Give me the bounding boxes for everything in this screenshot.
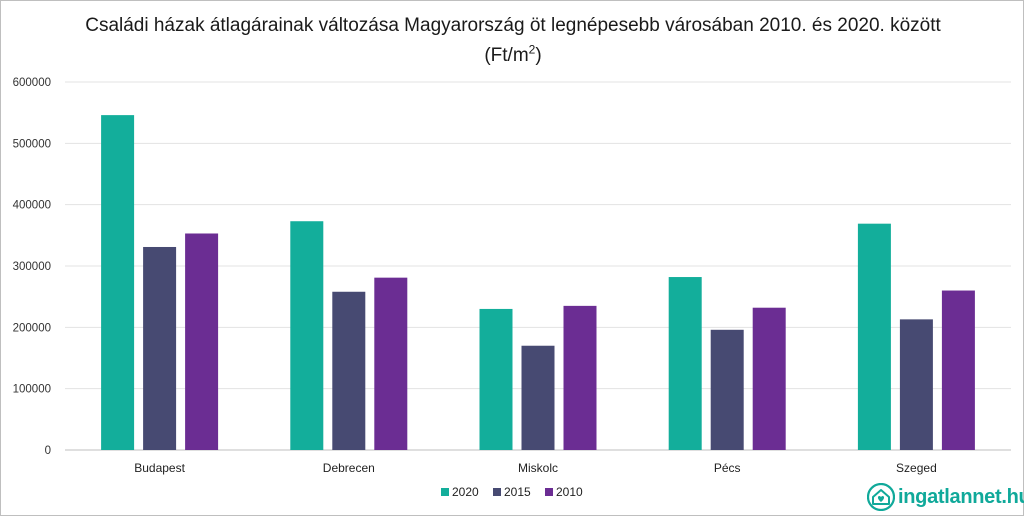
x-axis: Budapest Debrecen Miskolc Pécs Szeged — [134, 461, 937, 475]
legend-swatch-2015 — [493, 488, 501, 496]
chart-title-text: Családi házak átlagárainak változása Mag… — [85, 15, 941, 66]
chart-title: Családi házak átlagárainak változása Mag… — [61, 11, 965, 71]
bar-2010-budapest — [185, 233, 219, 450]
y-tick-label: 100000 — [13, 384, 51, 396]
bar-2015-budapest — [143, 246, 177, 450]
bar-2015-szeged — [899, 319, 933, 450]
x-category-label: Pécs — [714, 461, 741, 475]
legend-label: 2010 — [556, 485, 583, 499]
legend: 2020 2015 2010 — [441, 485, 583, 499]
chart-title-superscript: 2 — [528, 42, 536, 57]
bar-2015-miskolc — [521, 345, 555, 450]
x-category-label: Debrecen — [323, 461, 375, 475]
bar-2020-pécs — [668, 277, 702, 450]
legend-label: 2015 — [504, 485, 531, 499]
y-tick-label: 300000 — [13, 261, 51, 273]
y-axis: 0 100000 200000 300000 400000 500000 600000 — [13, 77, 51, 457]
y-tick-label: 500000 — [13, 138, 51, 150]
legend-label: 2020 — [452, 485, 479, 499]
y-tick-label: 400000 — [13, 200, 51, 212]
bar-2010-debrecen — [374, 277, 408, 450]
chart-title-end: ) — [535, 45, 542, 66]
bar-2010-pécs — [752, 307, 786, 450]
logo-text: ingatlannet.hu — [898, 485, 1024, 508]
bar-2020-budapest — [101, 115, 135, 451]
house-heart-icon — [867, 483, 895, 511]
bar-2015-pécs — [710, 329, 744, 450]
legend-swatch-2010 — [545, 488, 553, 496]
bar-2020-miskolc — [479, 308, 513, 450]
x-category-label: Budapest — [134, 461, 185, 475]
y-tick-label: 200000 — [13, 322, 51, 334]
bar-2020-debrecen — [290, 221, 324, 450]
x-category-label: Miskolc — [518, 461, 558, 475]
bar-2010-szeged — [941, 290, 975, 450]
x-category-label: Szeged — [896, 461, 937, 475]
brand-logo: ingatlannet.hu — [867, 482, 1024, 512]
y-tick-label: 0 — [45, 445, 51, 457]
bar-2010-miskolc — [563, 305, 597, 450]
bar-2020-szeged — [857, 223, 891, 450]
y-tick-label: 600000 — [13, 77, 51, 89]
legend-swatch-2020 — [441, 488, 449, 496]
bar-2015-debrecen — [332, 291, 366, 450]
bars — [101, 115, 975, 451]
